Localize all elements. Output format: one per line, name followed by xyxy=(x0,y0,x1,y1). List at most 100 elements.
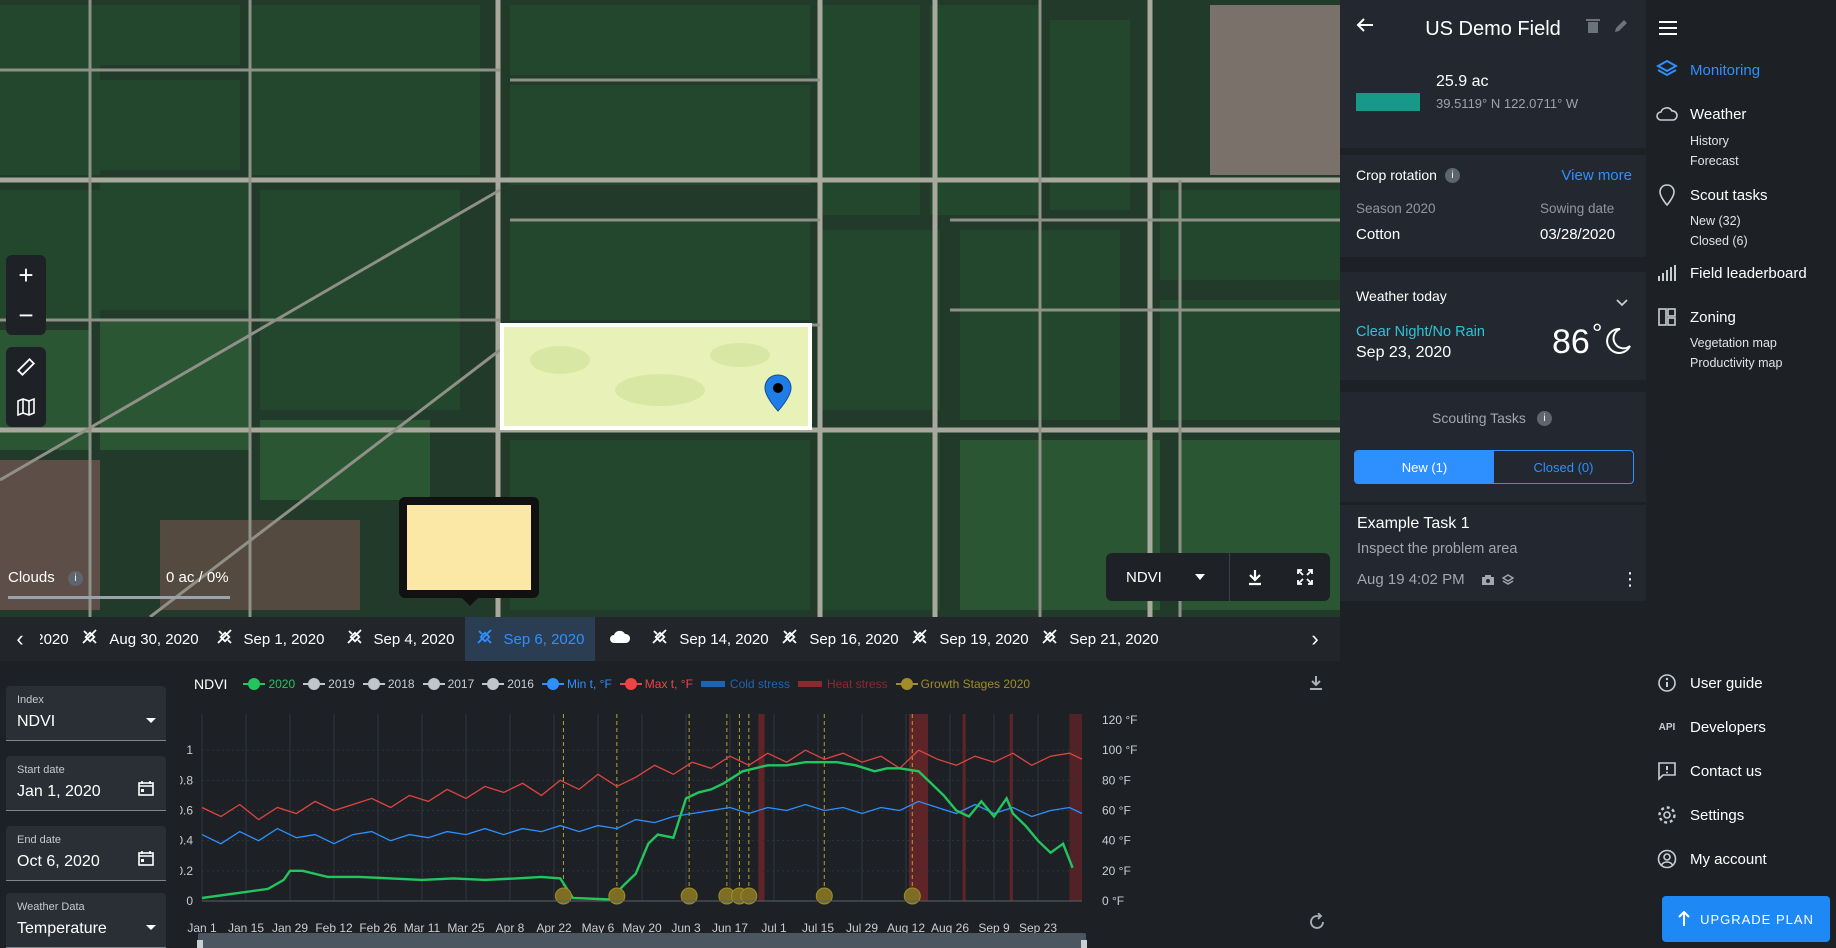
fullscreen-icon[interactable] xyxy=(1280,553,1330,601)
nav-vegetation-map[interactable]: Vegetation map xyxy=(1690,336,1777,350)
nav-scout-tasks[interactable]: Scout tasks xyxy=(1656,184,1768,206)
satellite-icon xyxy=(781,628,799,650)
ndvi-2020-series-line[interactable] xyxy=(201,761,1074,901)
ndvi-chart[interactable]: Jan 1 Jan 15 Jan 29 Feb 12 Feb 26 Mar 11 Mar 2… xyxy=(180,661,1340,948)
info-icon[interactable]: i xyxy=(1445,168,1460,183)
legend-item[interactable]: Max t, °F xyxy=(619,677,693,691)
calendar-icon[interactable] xyxy=(138,850,154,871)
end-date-field[interactable]: End date Oct 6, 2020 xyxy=(6,826,166,881)
layer-select[interactable]: NDVI xyxy=(1106,553,1230,601)
nav-contact-us[interactable]: Contact us xyxy=(1656,760,1762,782)
nav-monitoring[interactable]: Monitoring xyxy=(1656,59,1760,81)
growth-stage-marker[interactable] xyxy=(815,887,833,905)
end-date-value: Oct 6, 2020 xyxy=(17,853,100,870)
view-more-link[interactable]: View more xyxy=(1561,167,1632,184)
satellite-map[interactable]: + − Clouds i 0 ac / 0% NDVI xyxy=(0,0,1340,617)
date-item[interactable]: Sep 16, 2020 xyxy=(775,617,905,661)
tab-closed[interactable]: Closed (0) xyxy=(1533,459,1594,475)
clouds-slider[interactable] xyxy=(8,596,230,599)
growth-stage-marker[interactable] xyxy=(680,887,698,905)
legend-item[interactable]: 2019 xyxy=(303,677,355,691)
nav-weather[interactable]: Weather xyxy=(1656,103,1746,125)
zoom-in-icon[interactable]: + xyxy=(18,259,34,290)
location-pin-icon[interactable] xyxy=(764,374,792,412)
ruler-icon[interactable] xyxy=(6,347,46,387)
chevron-right-icon[interactable]: › xyxy=(1290,617,1340,661)
tab-new[interactable]: New (1) xyxy=(1355,451,1494,483)
task-list-item[interactable]: Example Task 1 Inspect the problem area … xyxy=(1340,505,1646,601)
calendar-icon[interactable] xyxy=(138,780,154,801)
pencil-icon[interactable] xyxy=(1613,18,1629,39)
nav-leaderboard-label: Field leaderboard xyxy=(1690,264,1807,282)
y-left-tick-label: 0.8 xyxy=(180,773,193,787)
date-item[interactable]: Sep 19, 2020 xyxy=(905,617,1035,661)
x-tick-label: Jun 17 xyxy=(712,921,748,935)
field-area: 25.9 ac xyxy=(1436,73,1489,90)
reset-zoom-icon[interactable] xyxy=(1308,912,1326,936)
weather-data-value: Temperature xyxy=(17,920,107,937)
tool-controls xyxy=(6,347,46,427)
x-tick-label: Jan 29 xyxy=(272,921,308,935)
nav-contact-label: Contact us xyxy=(1690,762,1762,780)
slider-handle-left[interactable] xyxy=(197,940,203,948)
nav-weather-forecast[interactable]: Forecast xyxy=(1690,154,1739,168)
info-icon[interactable]: i xyxy=(68,571,83,586)
nav-developers[interactable]: API Developers xyxy=(1656,716,1766,738)
nav-zoning[interactable]: Zoning xyxy=(1656,306,1736,328)
date-item[interactable]: Aug 30, 2020 xyxy=(75,617,205,661)
nav-scout-closed[interactable]: Closed (6) xyxy=(1690,234,1748,248)
date-item[interactable] xyxy=(595,617,645,661)
start-date-field[interactable]: Start date Jan 1, 2020 xyxy=(6,756,166,811)
date-label: Aug 30, 2020 xyxy=(109,630,199,648)
nav-settings[interactable]: Settings xyxy=(1656,804,1744,826)
trash-icon[interactable] xyxy=(1586,18,1600,39)
date-item[interactable]: Sep 14, 2020 xyxy=(645,617,775,661)
bar-chart-icon xyxy=(1656,262,1678,284)
more-vertical-icon[interactable]: ⋮ xyxy=(1621,569,1639,589)
download-icon[interactable] xyxy=(1308,675,1324,696)
time-range-slider[interactable] xyxy=(198,933,1086,948)
upgrade-plan-button[interactable]: UPGRADE PLAN xyxy=(1662,896,1830,942)
weather-data-select[interactable]: Weather Data Temperature xyxy=(6,893,166,948)
download-icon[interactable] xyxy=(1230,553,1280,601)
chevron-down-icon[interactable] xyxy=(1616,294,1628,312)
nav-weather-history[interactable]: History xyxy=(1690,134,1729,148)
hamburger-menu-icon[interactable] xyxy=(1658,20,1678,41)
legend-item[interactable]: Cold stress xyxy=(700,677,790,691)
season-label: Season 2020 xyxy=(1356,201,1436,216)
growth-stage-marker[interactable] xyxy=(554,887,572,905)
nav-developers-label: Developers xyxy=(1690,718,1766,736)
nav-my-account[interactable]: My account xyxy=(1656,848,1767,870)
legend-item[interactable]: Heat stress xyxy=(797,677,888,691)
date-item[interactable]: Sep 1, 2020 xyxy=(205,617,335,661)
legend-item[interactable]: 2017 xyxy=(422,677,474,691)
index-select[interactable]: Index NDVI xyxy=(6,686,166,741)
legend-item[interactable]: 2018 xyxy=(362,677,415,691)
legend-marker xyxy=(362,678,385,690)
legend-item[interactable]: 2020 xyxy=(243,677,295,691)
growth-stage-marker[interactable] xyxy=(608,887,626,905)
nav-user-guide[interactable]: User guide xyxy=(1656,672,1763,694)
info-icon[interactable]: i xyxy=(1537,411,1552,426)
legend-item[interactable]: Min t, °F xyxy=(541,677,612,691)
chevron-left-icon[interactable]: ‹ xyxy=(0,617,40,661)
legend-item[interactable]: Growth Stages 2020 xyxy=(895,677,1030,691)
thumbnail-pointer xyxy=(461,597,479,606)
date-item[interactable]: Sep 4, 2020 xyxy=(335,617,465,661)
legend-item[interactable]: 2016 xyxy=(482,677,534,691)
x-tick-label: Aug 12 xyxy=(887,921,925,935)
nav-field-leaderboard[interactable]: Field leaderboard xyxy=(1656,262,1807,284)
back-arrow-icon[interactable] xyxy=(1356,16,1374,39)
map-icon[interactable] xyxy=(6,387,46,427)
growth-stage-marker[interactable] xyxy=(740,887,758,905)
zoom-out-icon[interactable]: − xyxy=(18,299,34,330)
date-item[interactable]: Sep 6, 2020 xyxy=(465,617,595,661)
x-tick-label: Jan 1 xyxy=(187,921,217,935)
slider-handle-right[interactable] xyxy=(1081,940,1087,948)
nav-scout-new[interactable]: New (32) xyxy=(1690,214,1741,228)
legend-marker xyxy=(895,678,918,690)
growth-stage-marker[interactable] xyxy=(903,887,921,905)
nav-productivity-map[interactable]: Productivity map xyxy=(1690,356,1783,370)
date-item[interactable]: Sep 21, 2020 xyxy=(1035,617,1165,661)
